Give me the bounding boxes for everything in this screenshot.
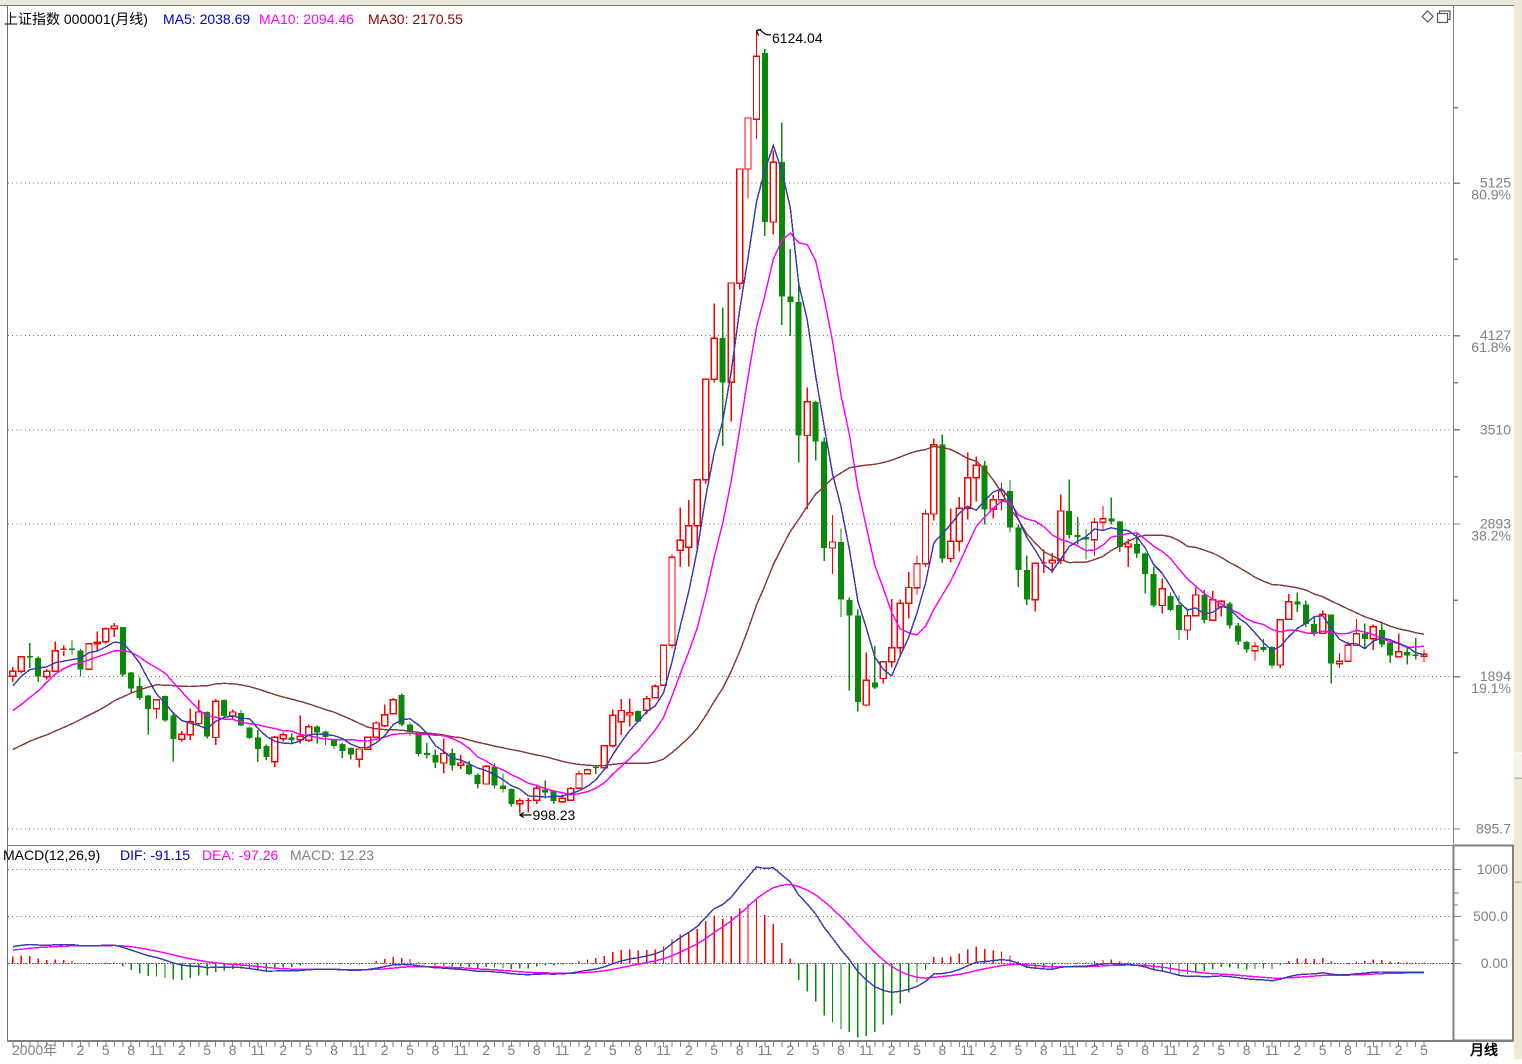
svg-text:8: 8	[736, 1042, 744, 1058]
svg-text:11: 11	[656, 1042, 671, 1058]
svg-text:MACD: 12.23: MACD: 12.23	[290, 847, 374, 863]
svg-text:8: 8	[634, 1042, 642, 1058]
svg-text:8: 8	[1141, 1042, 1149, 1058]
svg-text:8: 8	[330, 1042, 338, 1058]
svg-text:2: 2	[482, 1042, 490, 1058]
svg-text:8: 8	[432, 1042, 440, 1058]
svg-text:5: 5	[1116, 1042, 1124, 1058]
svg-text:11: 11	[1366, 1042, 1381, 1058]
svg-text:5: 5	[812, 1042, 820, 1058]
svg-text:5: 5	[609, 1042, 617, 1058]
svg-text:2: 2	[1192, 1042, 1200, 1058]
svg-text:0.00: 0.00	[1481, 955, 1508, 971]
svg-text:8: 8	[1243, 1042, 1251, 1058]
svg-text:8: 8	[533, 1042, 541, 1058]
svg-text:1000: 1000	[1477, 861, 1508, 877]
svg-text:2: 2	[685, 1042, 693, 1058]
svg-text:DEA: -97.26: DEA: -97.26	[202, 847, 278, 863]
svg-text:5: 5	[102, 1042, 110, 1058]
svg-text:5: 5	[1015, 1042, 1023, 1058]
svg-text:5: 5	[710, 1042, 718, 1058]
svg-text:5: 5	[203, 1042, 211, 1058]
svg-text:2: 2	[786, 1042, 794, 1058]
svg-text:500.0: 500.0	[1473, 908, 1508, 924]
svg-text:2: 2	[77, 1042, 85, 1058]
svg-text:8: 8	[229, 1042, 237, 1058]
svg-text:11: 11	[251, 1042, 266, 1058]
svg-text:5: 5	[508, 1042, 516, 1058]
svg-text:MA5: 2038.69: MA5: 2038.69	[163, 11, 250, 27]
svg-text:2: 2	[989, 1042, 997, 1058]
svg-text:11: 11	[453, 1042, 468, 1058]
svg-text:11: 11	[352, 1042, 367, 1058]
svg-text:998.23: 998.23	[533, 807, 576, 823]
svg-text:11: 11	[149, 1042, 164, 1058]
svg-text:DIF: -91.15: DIF: -91.15	[120, 847, 190, 863]
svg-text:5: 5	[1420, 1042, 1428, 1058]
svg-text:8: 8	[1344, 1042, 1352, 1058]
svg-text:8: 8	[127, 1042, 135, 1058]
svg-text:11: 11	[1062, 1042, 1077, 1058]
svg-text:38.2%: 38.2%	[1471, 528, 1511, 544]
svg-text:2: 2	[178, 1042, 186, 1058]
svg-text:2: 2	[1395, 1042, 1403, 1058]
svg-text:5: 5	[1319, 1042, 1327, 1058]
svg-text:11: 11	[1265, 1042, 1280, 1058]
svg-text:5: 5	[406, 1042, 414, 1058]
svg-text:11: 11	[859, 1042, 874, 1058]
svg-text:2: 2	[1293, 1042, 1301, 1058]
svg-text:6124.04: 6124.04	[772, 30, 823, 46]
svg-text:MA30: 2170.55: MA30: 2170.55	[368, 11, 463, 27]
svg-text:11: 11	[758, 1042, 773, 1058]
svg-text:895.7: 895.7	[1476, 821, 1511, 837]
svg-text:8: 8	[837, 1042, 845, 1058]
svg-text:8: 8	[1040, 1042, 1048, 1058]
svg-text:80.9%: 80.9%	[1471, 187, 1511, 203]
svg-text:2: 2	[1091, 1042, 1099, 1058]
svg-text:MACD(12,26,9): MACD(12,26,9)	[3, 847, 100, 863]
svg-text:2000年: 2000年	[12, 1042, 57, 1058]
svg-text:2: 2	[279, 1042, 287, 1058]
svg-text:上证指数 000001(月线): 上证指数 000001(月线)	[4, 11, 148, 27]
svg-text:3510: 3510	[1480, 421, 1511, 437]
svg-text:5: 5	[913, 1042, 921, 1058]
svg-text:5: 5	[305, 1042, 313, 1058]
svg-text:19.1%: 19.1%	[1471, 680, 1511, 696]
svg-text:5: 5	[1217, 1042, 1225, 1058]
svg-text:2: 2	[584, 1042, 592, 1058]
svg-text:11: 11	[555, 1042, 570, 1058]
svg-text:11: 11	[960, 1042, 975, 1058]
svg-text:2: 2	[888, 1042, 896, 1058]
svg-text:8: 8	[939, 1042, 947, 1058]
svg-text:MA10: 2094.46: MA10: 2094.46	[259, 11, 354, 27]
svg-text:61.8%: 61.8%	[1471, 339, 1511, 355]
svg-text:11: 11	[1163, 1042, 1178, 1058]
svg-text:2: 2	[381, 1042, 389, 1058]
svg-text:月线: 月线	[1469, 1042, 1498, 1058]
